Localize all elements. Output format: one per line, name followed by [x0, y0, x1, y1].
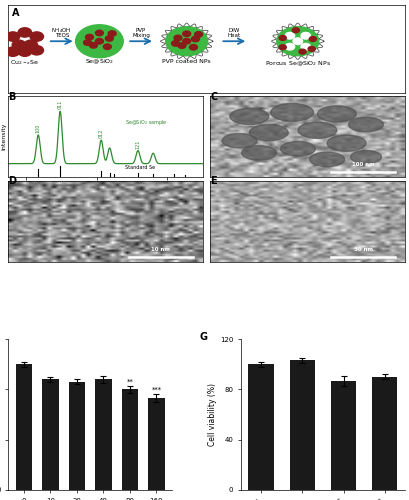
Bar	[148, 398, 165, 490]
Circle shape	[242, 146, 276, 160]
Text: Heat: Heat	[228, 34, 241, 38]
Text: D: D	[8, 176, 16, 186]
Text: 50 nm: 50 nm	[354, 247, 373, 252]
Circle shape	[108, 31, 116, 36]
Text: Se@SiO$_2$: Se@SiO$_2$	[85, 56, 114, 66]
Circle shape	[18, 47, 31, 56]
Text: **: **	[126, 378, 133, 384]
Text: Cu$_{2-x}$Se: Cu$_{2-x}$Se	[11, 58, 39, 67]
Circle shape	[189, 44, 198, 50]
Circle shape	[166, 26, 208, 56]
Text: 121: 121	[135, 139, 140, 148]
Circle shape	[191, 36, 200, 42]
Text: B: B	[8, 92, 16, 102]
Circle shape	[285, 32, 294, 39]
Bar	[331, 380, 356, 490]
Text: Se@SiO$_2$ sample: Se@SiO$_2$ sample	[125, 118, 168, 128]
Bar	[95, 380, 112, 490]
Circle shape	[95, 38, 103, 44]
Circle shape	[285, 44, 294, 50]
Text: G: G	[200, 332, 208, 342]
Circle shape	[301, 32, 310, 39]
Text: ***: ***	[151, 387, 162, 393]
Bar	[16, 364, 32, 490]
Circle shape	[293, 38, 303, 44]
Circle shape	[95, 30, 103, 36]
Text: Porous Se@SiO$_2$ NPs: Porous Se@SiO$_2$ NPs	[265, 59, 331, 68]
Circle shape	[279, 36, 286, 41]
Circle shape	[230, 108, 269, 124]
Circle shape	[24, 40, 38, 50]
Circle shape	[183, 38, 191, 44]
Circle shape	[292, 28, 299, 32]
Circle shape	[90, 42, 97, 48]
Circle shape	[83, 40, 92, 46]
Text: DIW: DIW	[229, 28, 240, 33]
Text: TEOS: TEOS	[54, 34, 69, 38]
Circle shape	[271, 104, 314, 122]
Text: 10 nm: 10 nm	[151, 247, 170, 252]
Circle shape	[30, 46, 43, 55]
Circle shape	[249, 124, 288, 140]
Circle shape	[85, 34, 94, 40]
Text: A: A	[12, 8, 20, 18]
Text: 100 nm: 100 nm	[352, 162, 374, 168]
X-axis label: 2-Theta (degree): 2-Theta (degree)	[79, 191, 132, 196]
Circle shape	[106, 36, 113, 41]
Polygon shape	[272, 23, 324, 60]
Circle shape	[103, 44, 111, 50]
Circle shape	[277, 26, 319, 56]
Text: 100: 100	[36, 124, 41, 133]
Y-axis label: Cell viability (%): Cell viability (%)	[208, 383, 217, 446]
Circle shape	[76, 25, 123, 58]
Circle shape	[348, 117, 384, 132]
Circle shape	[172, 40, 180, 46]
Text: Mixing: Mixing	[132, 34, 150, 38]
Bar	[248, 364, 274, 490]
Circle shape	[310, 152, 345, 166]
Circle shape	[178, 43, 186, 49]
Circle shape	[12, 40, 26, 50]
Y-axis label: Intensity: Intensity	[2, 123, 7, 150]
Circle shape	[183, 31, 191, 36]
Circle shape	[309, 36, 317, 42]
Circle shape	[298, 122, 337, 138]
Circle shape	[301, 44, 310, 50]
Text: 012: 012	[99, 129, 103, 138]
Text: Standard Se: Standard Se	[125, 164, 155, 170]
Bar	[122, 390, 138, 490]
Circle shape	[195, 32, 202, 37]
Circle shape	[222, 134, 257, 148]
Polygon shape	[161, 23, 213, 60]
Circle shape	[327, 135, 366, 152]
Circle shape	[30, 32, 43, 41]
Circle shape	[6, 32, 20, 41]
Bar	[290, 360, 315, 490]
Text: E: E	[211, 176, 217, 186]
Circle shape	[281, 142, 315, 156]
Text: PVP: PVP	[136, 28, 146, 33]
Bar	[69, 382, 85, 490]
Circle shape	[18, 28, 31, 37]
Text: 011: 011	[58, 100, 63, 110]
Circle shape	[351, 150, 382, 164]
Circle shape	[308, 46, 315, 52]
Circle shape	[6, 47, 20, 56]
Circle shape	[299, 49, 306, 54]
Text: C: C	[211, 92, 218, 102]
Bar	[372, 377, 398, 490]
Circle shape	[279, 45, 286, 50]
Text: PVP coated NPs: PVP coated NPs	[162, 58, 211, 64]
Text: NH$_4$OH: NH$_4$OH	[52, 26, 72, 35]
Circle shape	[174, 35, 182, 40]
Circle shape	[317, 106, 356, 122]
Bar	[42, 380, 58, 490]
